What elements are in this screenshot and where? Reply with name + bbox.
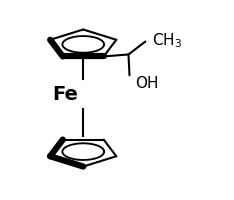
Text: CH$_3$: CH$_3$ xyxy=(152,31,183,50)
Text: OH: OH xyxy=(135,76,159,91)
Text: Fe: Fe xyxy=(52,85,78,104)
